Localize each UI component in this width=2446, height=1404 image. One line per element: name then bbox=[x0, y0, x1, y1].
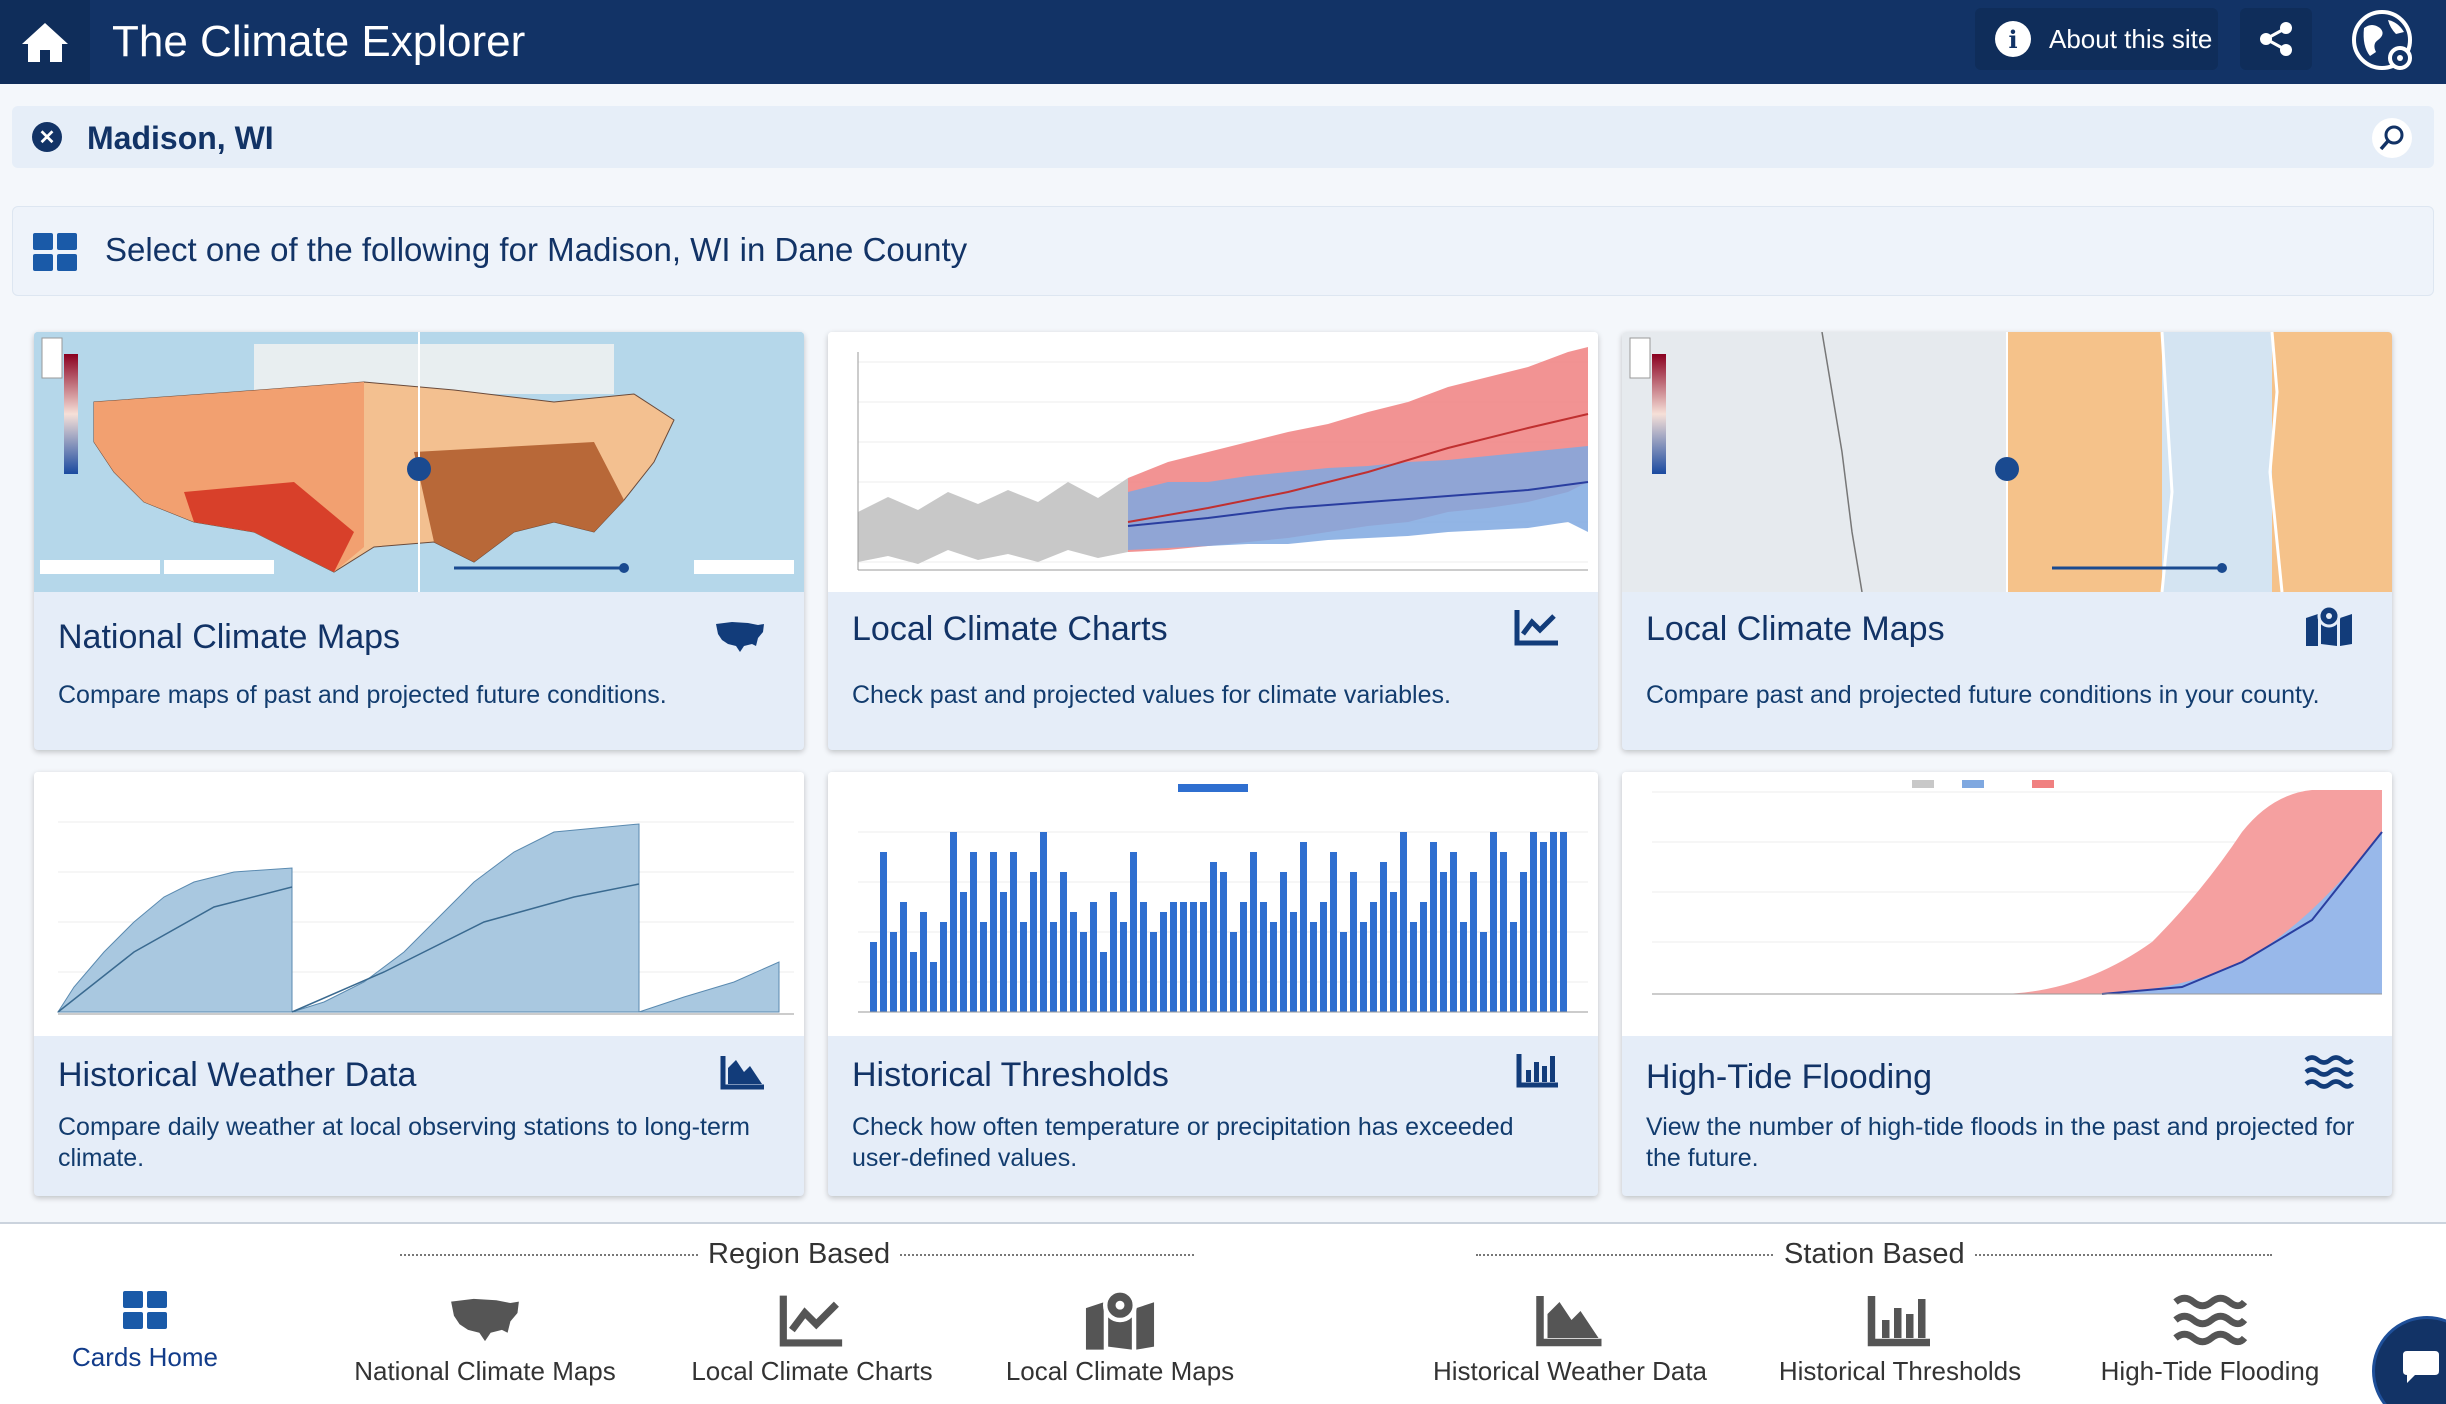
grid-icon bbox=[33, 233, 77, 271]
card-description: View the number of high-tide floods in t… bbox=[1646, 1113, 2355, 1172]
thresholds-thumbnail bbox=[828, 772, 1598, 1036]
bar-chart-icon bbox=[1867, 1296, 1930, 1347]
top-header: The Climate Explorer i About this site bbox=[0, 0, 2446, 84]
about-button[interactable]: i About this site bbox=[1975, 8, 2218, 70]
map-marker-icon bbox=[1085, 1288, 1155, 1350]
select-prompt-bar: Select one of the following for Madison,… bbox=[12, 206, 2434, 296]
grid-icon bbox=[123, 1291, 167, 1329]
card-historical-weather-data[interactable]: Historical Weather Data Compare daily we… bbox=[34, 772, 804, 1196]
line-chart-icon bbox=[779, 1295, 843, 1347]
nav-national-climate-maps[interactable]: National Climate Maps bbox=[340, 1284, 630, 1387]
card-image-weather-data bbox=[34, 772, 804, 1036]
card-title: Historical Thresholds bbox=[852, 1056, 1169, 1094]
nav-cards-home[interactable]: Cards Home bbox=[60, 1278, 230, 1373]
nav-label: High-Tide Flooding bbox=[2100, 1356, 2320, 1386]
nav-high-tide-flooding[interactable]: High-Tide Flooding bbox=[2080, 1284, 2340, 1387]
app-title: The Climate Explorer bbox=[112, 17, 526, 66]
national-map-thumbnail bbox=[34, 332, 804, 592]
nav-label: Cards Home bbox=[72, 1342, 218, 1372]
high-tide-thumbnail bbox=[1622, 772, 2392, 1036]
card-description: Check how often temperature or precipita… bbox=[852, 1113, 1514, 1172]
card-image-local-map bbox=[1622, 332, 2392, 592]
usa-map-icon bbox=[451, 1298, 519, 1342]
nav-label: National Climate Maps bbox=[354, 1356, 616, 1386]
weather-data-thumbnail bbox=[34, 772, 804, 1036]
card-title: Local Climate Charts bbox=[852, 610, 1168, 648]
location-input[interactable]: Madison, WI bbox=[87, 120, 274, 156]
search-button[interactable] bbox=[2372, 118, 2412, 158]
waves-icon bbox=[2304, 1055, 2354, 1089]
nav-label: Historical Weather Data bbox=[1432, 1356, 1708, 1386]
share-icon bbox=[2260, 22, 2292, 56]
globe-settings-button[interactable] bbox=[2348, 6, 2420, 78]
card-historical-thresholds[interactable]: Historical Thresholds Check how often te… bbox=[828, 772, 1598, 1196]
card-description: Check past and projected values for clim… bbox=[852, 681, 1451, 709]
card-image-high-tide bbox=[1622, 772, 2392, 1036]
location-bar: ✕ Madison, WI bbox=[12, 106, 2434, 168]
card-title: Historical Weather Data bbox=[58, 1056, 417, 1094]
usa-map-icon bbox=[716, 622, 764, 652]
card-image-national-map bbox=[34, 332, 804, 592]
nav-historical-thresholds[interactable]: Historical Thresholds bbox=[1760, 1284, 2040, 1387]
bottom-navigation: Region Based Station Based Cards Home Na… bbox=[0, 1222, 2446, 1404]
info-icon: i bbox=[1995, 21, 2031, 57]
group-label-region: Region Based bbox=[698, 1238, 901, 1271]
area-chart-icon bbox=[1536, 1296, 1602, 1347]
line-chart-icon bbox=[1514, 610, 1558, 646]
home-button[interactable] bbox=[0, 0, 90, 84]
card-title: Local Climate Maps bbox=[1646, 610, 1945, 648]
chat-icon bbox=[2403, 1351, 2439, 1383]
nav-local-climate-charts[interactable]: Local Climate Charts bbox=[672, 1284, 952, 1387]
card-description: Compare daily weather at local observing… bbox=[58, 1113, 751, 1172]
nav-label: Local Climate Maps bbox=[1005, 1356, 1235, 1386]
nav-label: Historical Thresholds bbox=[1778, 1356, 2022, 1386]
local-charts-thumbnail bbox=[828, 332, 1598, 592]
home-icon bbox=[22, 23, 68, 62]
waves-icon bbox=[2173, 1294, 2248, 1346]
area-chart-icon bbox=[720, 1056, 764, 1090]
group-label-station: Station Based bbox=[1774, 1238, 1975, 1271]
card-high-tide-flooding[interactable]: High-Tide Flooding View the number of hi… bbox=[1622, 772, 2392, 1196]
about-label: About this site bbox=[2049, 23, 2213, 54]
share-button[interactable] bbox=[2240, 8, 2312, 70]
local-map-thumbnail bbox=[1622, 332, 2392, 592]
map-marker-icon bbox=[2306, 604, 2352, 646]
card-image-thresholds bbox=[828, 772, 1598, 1036]
bar-chart-icon bbox=[1516, 1054, 1558, 1088]
card-description: Compare maps of past and projected futur… bbox=[58, 681, 667, 709]
card-national-climate-maps[interactable]: National Climate Maps Compare maps of pa… bbox=[34, 332, 804, 750]
search-icon bbox=[2379, 125, 2404, 151]
card-title: National Climate Maps bbox=[58, 618, 401, 656]
card-description: Compare past and projected future condit… bbox=[1646, 681, 2320, 709]
card-title: High-Tide Flooding bbox=[1646, 1058, 1932, 1096]
globe-gear-icon bbox=[2352, 10, 2412, 70]
nav-historical-weather-data[interactable]: Historical Weather Data bbox=[1420, 1284, 1720, 1387]
clear-location-button[interactable]: ✕ bbox=[32, 122, 62, 152]
nav-label: Local Climate Charts bbox=[691, 1356, 933, 1386]
select-prompt: Select one of the following for Madison,… bbox=[105, 231, 968, 268]
card-local-climate-charts[interactable]: Local Climate Charts Check past and proj… bbox=[828, 332, 1598, 750]
card-image-local-charts bbox=[828, 332, 1598, 592]
nav-local-climate-maps[interactable]: Local Climate Maps bbox=[990, 1284, 1250, 1387]
card-local-climate-maps[interactable]: Local Climate Maps Compare past and proj… bbox=[1622, 332, 2392, 750]
